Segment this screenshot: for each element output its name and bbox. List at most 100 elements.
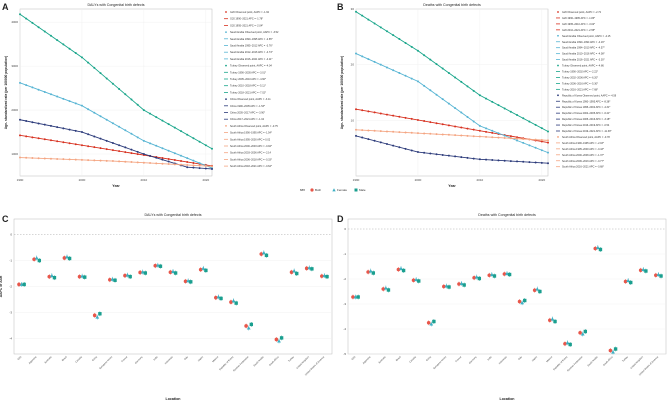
observed-point [472, 89, 475, 92]
observed-point [192, 159, 195, 162]
legend-entry: Republic of Korea 2016–2019 APC = -0.54 [562, 124, 610, 127]
male-marker [507, 272, 512, 277]
x-tick-label: France [455, 355, 463, 363]
both-marker [47, 274, 52, 279]
x-tick-label: 2020 [202, 178, 209, 182]
x-tick-label: China [425, 355, 432, 362]
legend-entry: South Africa 2006–2016 APC = -0.77* [562, 160, 604, 163]
observed-point [149, 142, 152, 145]
observed-point [124, 129, 127, 132]
both-marker [654, 273, 658, 278]
series-line-g20 [19, 134, 213, 167]
legend-entry: Republic of Korea 2005–2016 APC = -3.18* [562, 118, 610, 121]
observed-point [25, 84, 28, 87]
observed-point [25, 156, 28, 159]
legend-entry: Saudi Arabia 2016–2021 APC = -3.30* [562, 59, 605, 62]
observed-point [497, 132, 500, 135]
observed-point [56, 95, 59, 98]
observed-point [516, 136, 519, 139]
legend-entry: Turkey 2002–2006 APC = -6.20* [562, 76, 598, 79]
observed-point [19, 134, 21, 137]
male-marker [462, 283, 466, 287]
observed-point [99, 137, 102, 140]
observed-point [485, 158, 488, 161]
x-tick-label: South Africa [268, 355, 280, 367]
observed-point [105, 148, 108, 151]
observed-point [93, 66, 96, 69]
plot-area [355, 8, 549, 177]
sex-legend-label: Both [315, 188, 322, 192]
observed-point [186, 164, 189, 167]
both-marker [548, 318, 552, 323]
panel-d: D Deaths with Congenital birth defects 0 -1… [337, 213, 667, 401]
legend-entry: China 2005–2017 APC = -3.90* [230, 112, 265, 115]
legend-entry: Republic of Korea 1990–1995 APC = -8.38* [562, 100, 610, 103]
observed-point [361, 55, 364, 58]
observed-point [80, 158, 83, 161]
observed-point [161, 147, 164, 150]
observed-point [423, 54, 426, 57]
both-marker [168, 270, 173, 275]
sex-legend-label: Male [359, 188, 366, 192]
legend-entry: Saudi Arabia 1990–1995 APC = -2.65* [230, 38, 273, 41]
observed-point [441, 133, 444, 136]
observed-point [180, 163, 183, 166]
both-marker [532, 288, 537, 293]
both-marker [198, 267, 203, 272]
observed-point [423, 84, 426, 87]
observed-point [478, 124, 481, 127]
x-tick-label: Brazil [61, 355, 68, 362]
x-tick-label: Italy [184, 355, 190, 361]
panel-a: A DALYs with Congenital birth defects 1000… [2, 2, 279, 188]
observed-point [118, 125, 121, 128]
x-tick-label: 2010 [477, 178, 484, 182]
observed-point [56, 157, 59, 160]
observed-point [429, 89, 432, 92]
observed-point [485, 97, 488, 100]
observed-point [410, 149, 413, 152]
x-tick-label: Republic of Korea [553, 355, 569, 371]
observed-point [105, 118, 108, 121]
observed-point [136, 153, 139, 156]
observed-point [522, 117, 525, 120]
legend-entry: Turkey 1990–2002 APC = -2.22* [562, 71, 598, 74]
observed-point [180, 159, 183, 162]
female-marker [550, 317, 555, 321]
observed-point [56, 126, 59, 129]
observed-point [404, 147, 407, 150]
observed-point [111, 82, 114, 85]
observed-point [454, 107, 457, 110]
x-axis-title: Location [166, 397, 181, 401]
observed-point [472, 135, 475, 138]
observed-point [472, 120, 475, 123]
panel-label: D [337, 214, 344, 224]
observed-point [435, 93, 438, 96]
observed-point [211, 167, 213, 170]
x-tick-label: Argentina [28, 355, 38, 365]
observed-point [385, 66, 388, 69]
observed-point [503, 107, 506, 110]
observed-point [435, 153, 438, 156]
legend-point-swatch [225, 31, 227, 33]
both-marker [274, 337, 279, 342]
observed-point [130, 132, 133, 135]
x-tick-label: Saudi Arabia [587, 355, 599, 367]
male-marker [447, 285, 451, 289]
male-marker [113, 278, 117, 282]
x-tick-label: Saudi Arabia [253, 355, 265, 367]
observed-point [211, 165, 213, 168]
observed-point [540, 139, 543, 142]
observed-point [435, 63, 438, 66]
y-tick-label: 3000 [11, 64, 18, 68]
observed-point [149, 112, 152, 115]
x-tick-label: European Union [433, 355, 448, 370]
legend-entry: South Africa 1990–1995 APC = -1.54* [230, 132, 272, 135]
male-marker [189, 280, 193, 284]
observed-point [167, 160, 170, 163]
observed-point [367, 58, 370, 61]
observed-point [447, 154, 450, 157]
legend-entry: South Africa 1995–2000 APC = 0.02 [230, 138, 271, 141]
observed-point [136, 136, 139, 139]
x-tick-label: India [487, 355, 493, 361]
observed-point [522, 160, 525, 163]
